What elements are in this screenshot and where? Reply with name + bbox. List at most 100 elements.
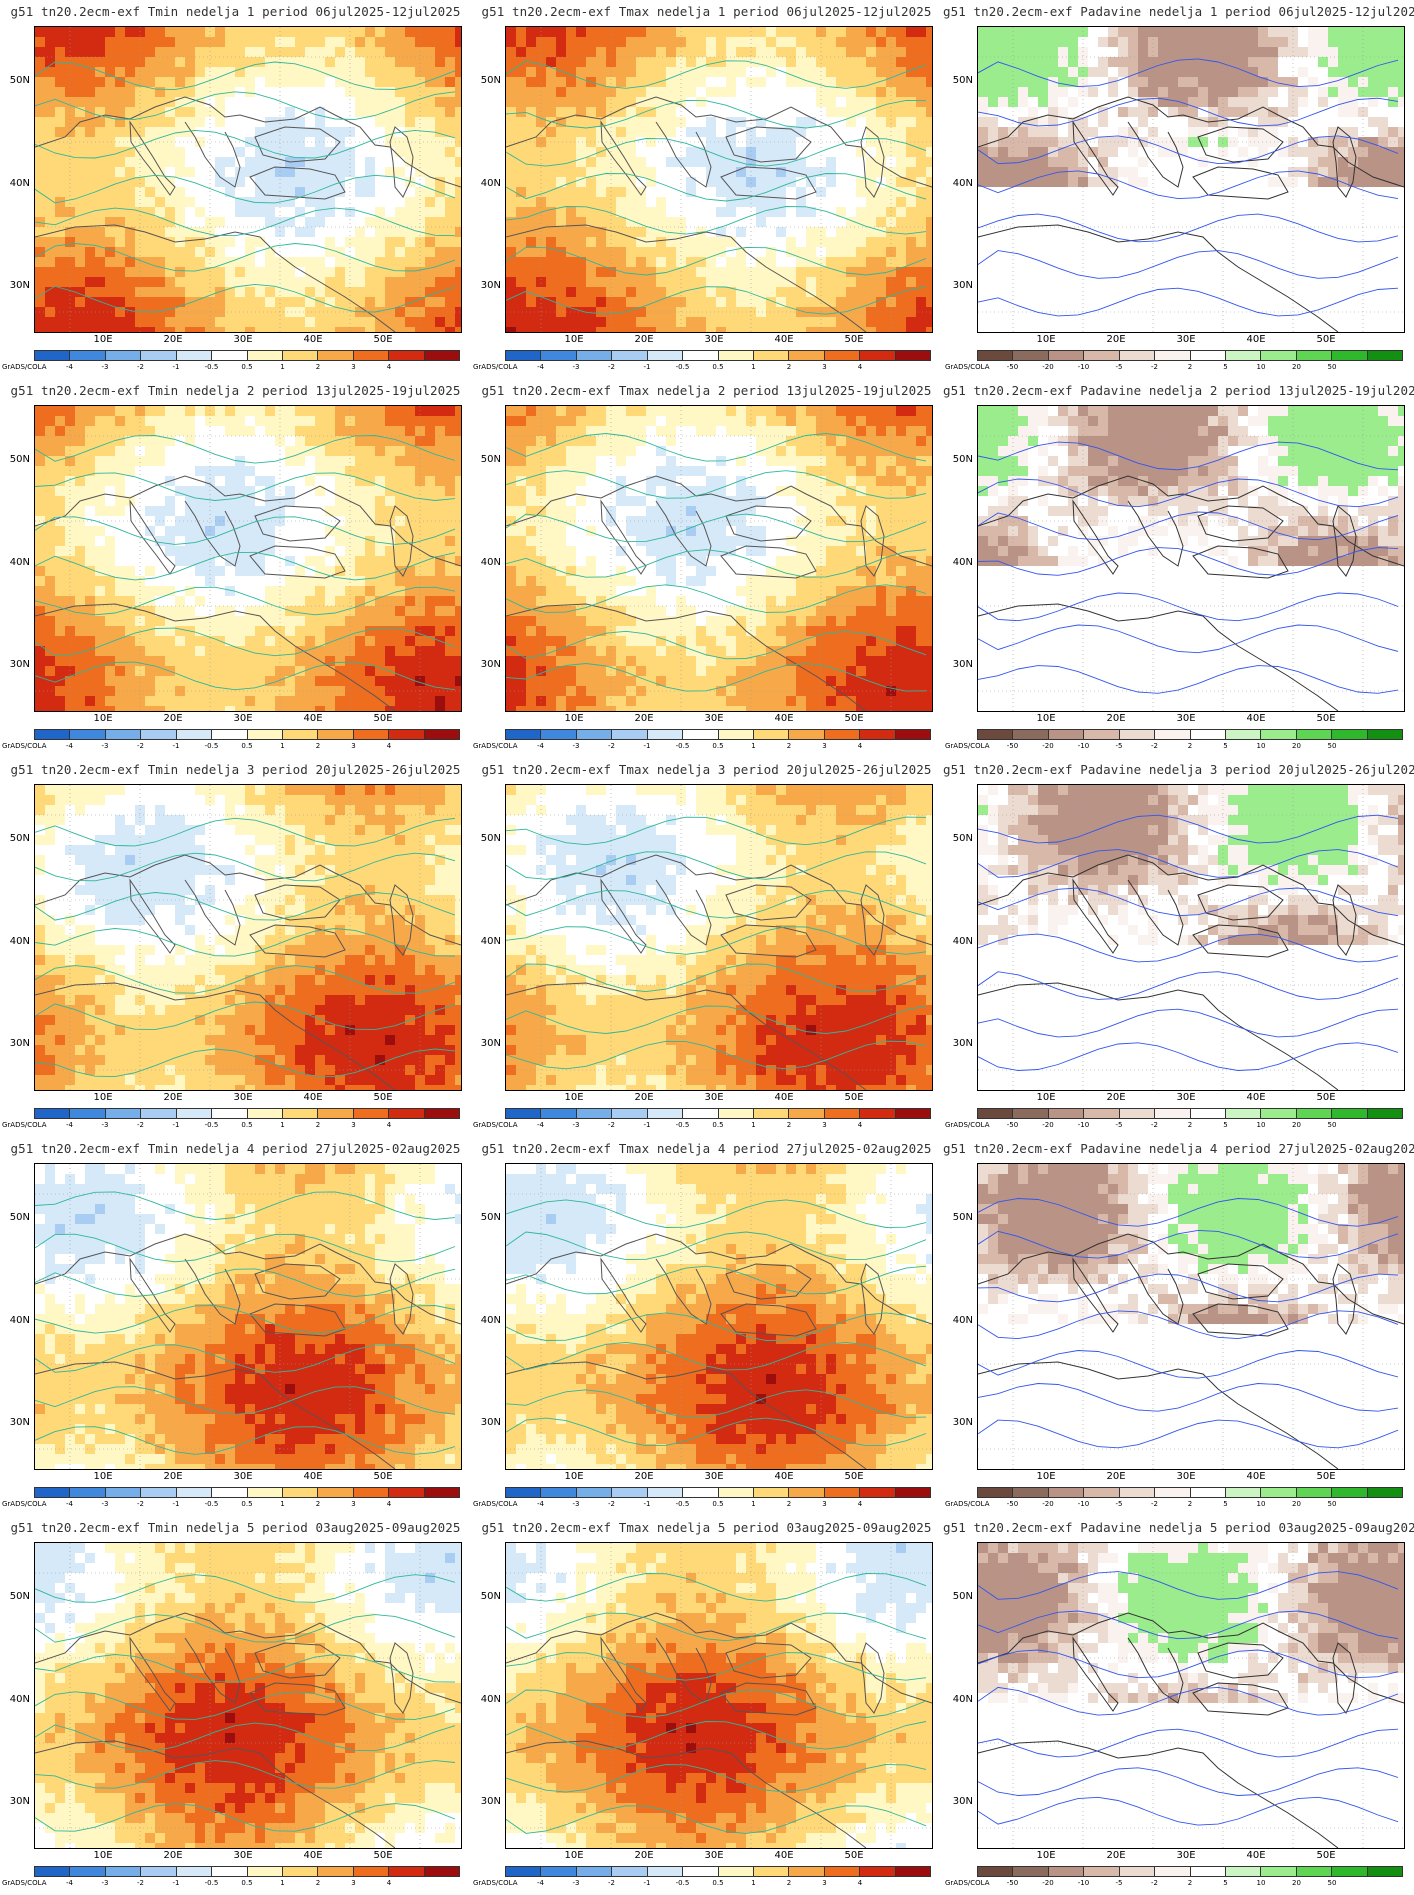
color-scale-bar bbox=[505, 1487, 931, 1498]
color-scale-label: -4 bbox=[529, 363, 553, 371]
color-scale-bar bbox=[34, 1487, 460, 1498]
color-scale-swatch bbox=[1119, 1109, 1156, 1118]
lat-label: 50N bbox=[0, 1212, 30, 1223]
lat-label: 30N bbox=[0, 280, 30, 291]
panel-title: g51 tn20.2ecm-exf Padavine nedelja 2 per… bbox=[943, 383, 1414, 398]
color-scale-swatch bbox=[1225, 730, 1262, 739]
lon-label: 10E bbox=[559, 1850, 589, 1861]
color-scale-swatch bbox=[541, 1109, 577, 1118]
color-scale-swatch bbox=[176, 351, 213, 360]
color-scale-label: -2 bbox=[600, 1500, 624, 1508]
color-scale-label: -2 bbox=[600, 742, 624, 750]
color-scale-label: 20 bbox=[1285, 742, 1309, 750]
map-canvas bbox=[506, 785, 932, 1090]
color-scale-swatch bbox=[824, 351, 861, 360]
color-scale-label: 5 bbox=[1214, 1121, 1238, 1129]
map-canvas bbox=[35, 1543, 461, 1848]
lat-label: 40N bbox=[943, 178, 973, 189]
color-scale-swatch bbox=[424, 351, 460, 360]
color-scale-swatch bbox=[1261, 1488, 1297, 1497]
color-scale-swatch bbox=[176, 730, 213, 739]
color-scale-label: 50 bbox=[1320, 742, 1344, 750]
color-scale-swatch bbox=[105, 351, 142, 360]
color-scale-label: 2 bbox=[777, 363, 801, 371]
color-scale-swatch bbox=[282, 730, 319, 739]
color-scale-label: 0.5 bbox=[235, 1500, 259, 1508]
map-canvas bbox=[35, 785, 461, 1090]
map-canvas bbox=[978, 1543, 1404, 1848]
lon-label: 20E bbox=[629, 334, 659, 345]
grads-credit: GrADS/COLA bbox=[945, 1879, 990, 1887]
lat-label: 40N bbox=[0, 936, 30, 947]
color-scale-label: 3 bbox=[342, 1121, 366, 1129]
color-scale-swatch bbox=[1119, 351, 1156, 360]
color-scale-swatch bbox=[1367, 1867, 1403, 1876]
color-scale-bar bbox=[505, 729, 931, 740]
color-scale-swatch bbox=[1084, 1109, 1120, 1118]
color-scale-swatch bbox=[389, 1109, 425, 1118]
color-scale-swatch bbox=[353, 1109, 390, 1118]
color-scale-label: -10 bbox=[1072, 1121, 1096, 1129]
lon-label: 50E bbox=[368, 713, 398, 724]
color-scale-swatch bbox=[141, 1867, 177, 1876]
color-scale-label: -3 bbox=[93, 1879, 117, 1887]
color-scale-label: -2 bbox=[129, 1879, 153, 1887]
color-scale-label: 3 bbox=[342, 742, 366, 750]
lat-label: 50N bbox=[0, 833, 30, 844]
panel-title: g51 tn20.2ecm-exf Tmax nedelja 3 period … bbox=[471, 762, 942, 777]
lat-label: 40N bbox=[471, 936, 501, 947]
grads-credit: GrADS/COLA bbox=[473, 363, 518, 371]
map-area bbox=[34, 1163, 462, 1470]
color-scale-swatch bbox=[318, 351, 354, 360]
color-scale-label: 2 bbox=[306, 1121, 330, 1129]
color-scale-swatch bbox=[1367, 730, 1403, 739]
color-scale-swatch bbox=[824, 1867, 861, 1876]
map-panel: g51 tn20.2ecm-exf Padavine nedelja 4 per… bbox=[943, 1137, 1414, 1516]
color-scale-swatch bbox=[978, 1488, 1014, 1497]
color-scale-swatch bbox=[1225, 1488, 1262, 1497]
color-scale-label: -20 bbox=[1036, 742, 1060, 750]
lon-label: 30E bbox=[1171, 713, 1201, 724]
lon-label: 10E bbox=[1031, 1850, 1061, 1861]
map-area bbox=[505, 26, 933, 333]
panel-title: g51 tn20.2ecm-exf Padavine nedelja 4 per… bbox=[943, 1141, 1414, 1156]
lat-label: 40N bbox=[943, 557, 973, 568]
color-scale-swatch bbox=[105, 1867, 142, 1876]
lon-label: 30E bbox=[699, 713, 729, 724]
color-scale-swatch bbox=[860, 1488, 896, 1497]
color-scale-label: 2 bbox=[306, 1879, 330, 1887]
map-panel: g51 tn20.2ecm-exf Tmin nedelja 3 period … bbox=[0, 758, 471, 1137]
color-scale-swatch bbox=[1190, 730, 1226, 739]
lat-label: 50N bbox=[471, 454, 501, 465]
lon-label: 30E bbox=[1171, 1092, 1201, 1103]
lon-label: 30E bbox=[228, 713, 258, 724]
color-scale-swatch bbox=[353, 1867, 390, 1876]
lat-label: 30N bbox=[0, 659, 30, 670]
color-scale-swatch bbox=[1261, 730, 1297, 739]
lat-label: 40N bbox=[471, 1315, 501, 1326]
color-scale-swatch bbox=[1155, 1488, 1191, 1497]
lon-label: 20E bbox=[629, 1471, 659, 1482]
lon-label: 50E bbox=[1311, 334, 1341, 345]
color-scale-label: 1 bbox=[742, 1500, 766, 1508]
color-scale-swatch bbox=[576, 730, 613, 739]
color-scale-swatch bbox=[1332, 730, 1368, 739]
lon-label: 50E bbox=[1311, 1092, 1341, 1103]
map-panel: g51 tn20.2ecm-exf Tmax nedelja 4 period … bbox=[471, 1137, 942, 1516]
panel-title: g51 tn20.2ecm-exf Tmax nedelja 2 period … bbox=[471, 383, 942, 398]
color-scale-label: 2 bbox=[1178, 1500, 1202, 1508]
color-scale-label: 3 bbox=[342, 363, 366, 371]
grads-credit: GrADS/COLA bbox=[945, 1500, 990, 1508]
color-scale-label: 0.5 bbox=[235, 742, 259, 750]
color-scale-label: 1 bbox=[271, 363, 295, 371]
color-scale-label: -2 bbox=[129, 742, 153, 750]
map-canvas bbox=[506, 27, 932, 332]
color-scale-swatch bbox=[824, 1488, 861, 1497]
color-scale-label: 20 bbox=[1285, 1879, 1309, 1887]
lon-label: 10E bbox=[88, 334, 118, 345]
color-scale-label: 3 bbox=[813, 1121, 837, 1129]
color-scale-swatch bbox=[824, 730, 861, 739]
lat-label: 30N bbox=[943, 659, 973, 670]
lon-label: 40E bbox=[298, 1471, 328, 1482]
color-scale-label: -3 bbox=[564, 1879, 588, 1887]
